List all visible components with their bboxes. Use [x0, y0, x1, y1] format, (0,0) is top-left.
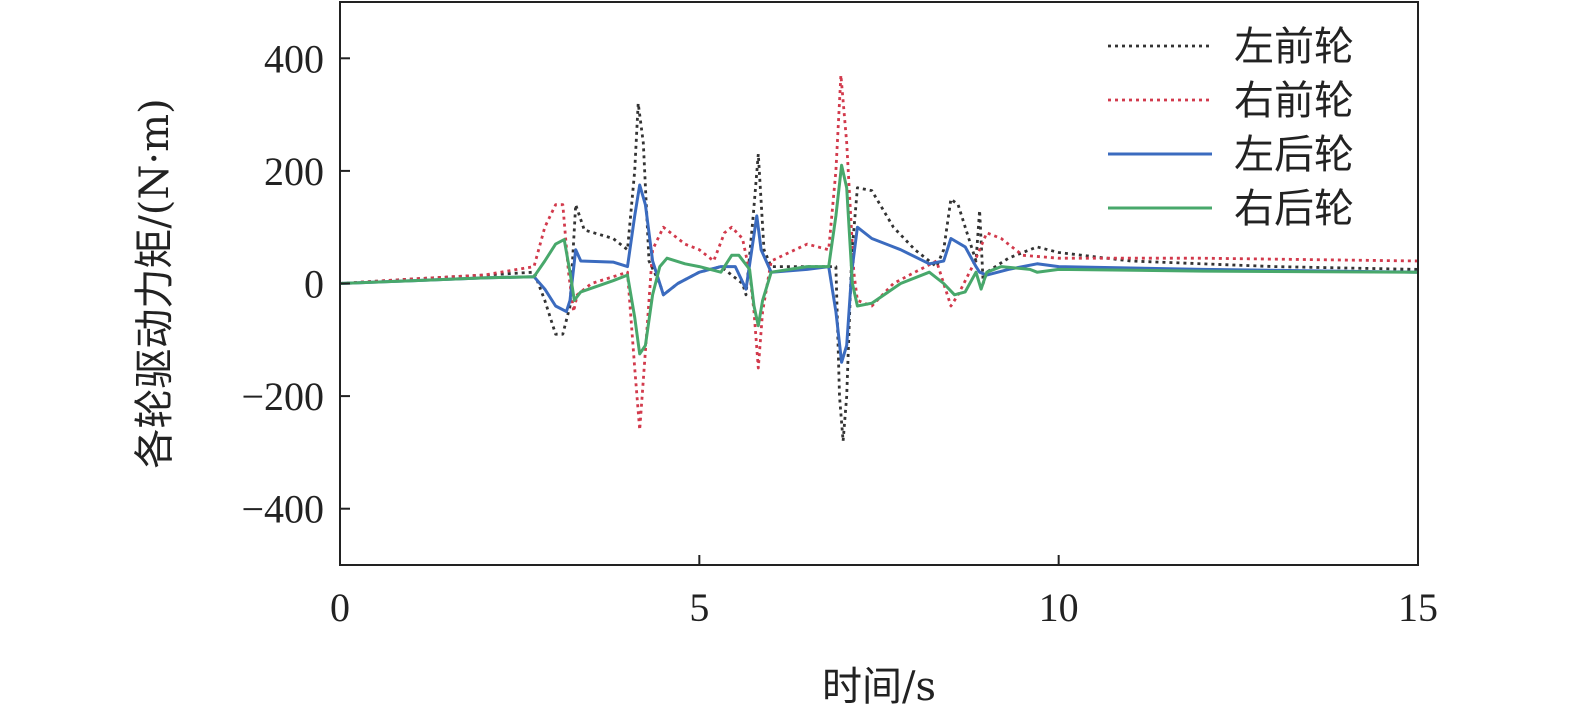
legend-label-3: 右后轮 [1234, 186, 1354, 232]
x-tick-label: 5 [689, 585, 709, 630]
y-tick-label: −200 [241, 374, 324, 419]
series-line-0 [339, 101, 1419, 443]
x-tick-label: 10 [1039, 585, 1079, 630]
legend-label-2: 左后轮 [1234, 132, 1354, 178]
ticks-layer: 0 5 10 15 400 200 0 −200 −400 [241, 36, 1438, 630]
series-line-3 [339, 163, 1419, 356]
x-axis-label: 时间/s [822, 664, 936, 710]
y-tick-label: −400 [241, 487, 324, 532]
series-layer [339, 73, 1419, 443]
y-tick-label: 400 [264, 36, 324, 81]
y-axis-label: 各轮驱动力矩/(N·m) [132, 98, 178, 468]
y-tick-label: 200 [264, 149, 324, 194]
series-line-1 [339, 73, 1419, 432]
series-line-2 [339, 183, 1419, 364]
y-tick-label: 0 [304, 262, 324, 307]
x-tick-label: 0 [330, 585, 350, 630]
legend-label-1: 右前轮 [1234, 78, 1354, 124]
x-tick-label: 15 [1398, 585, 1438, 630]
legend-label-0: 左前轮 [1234, 24, 1354, 70]
